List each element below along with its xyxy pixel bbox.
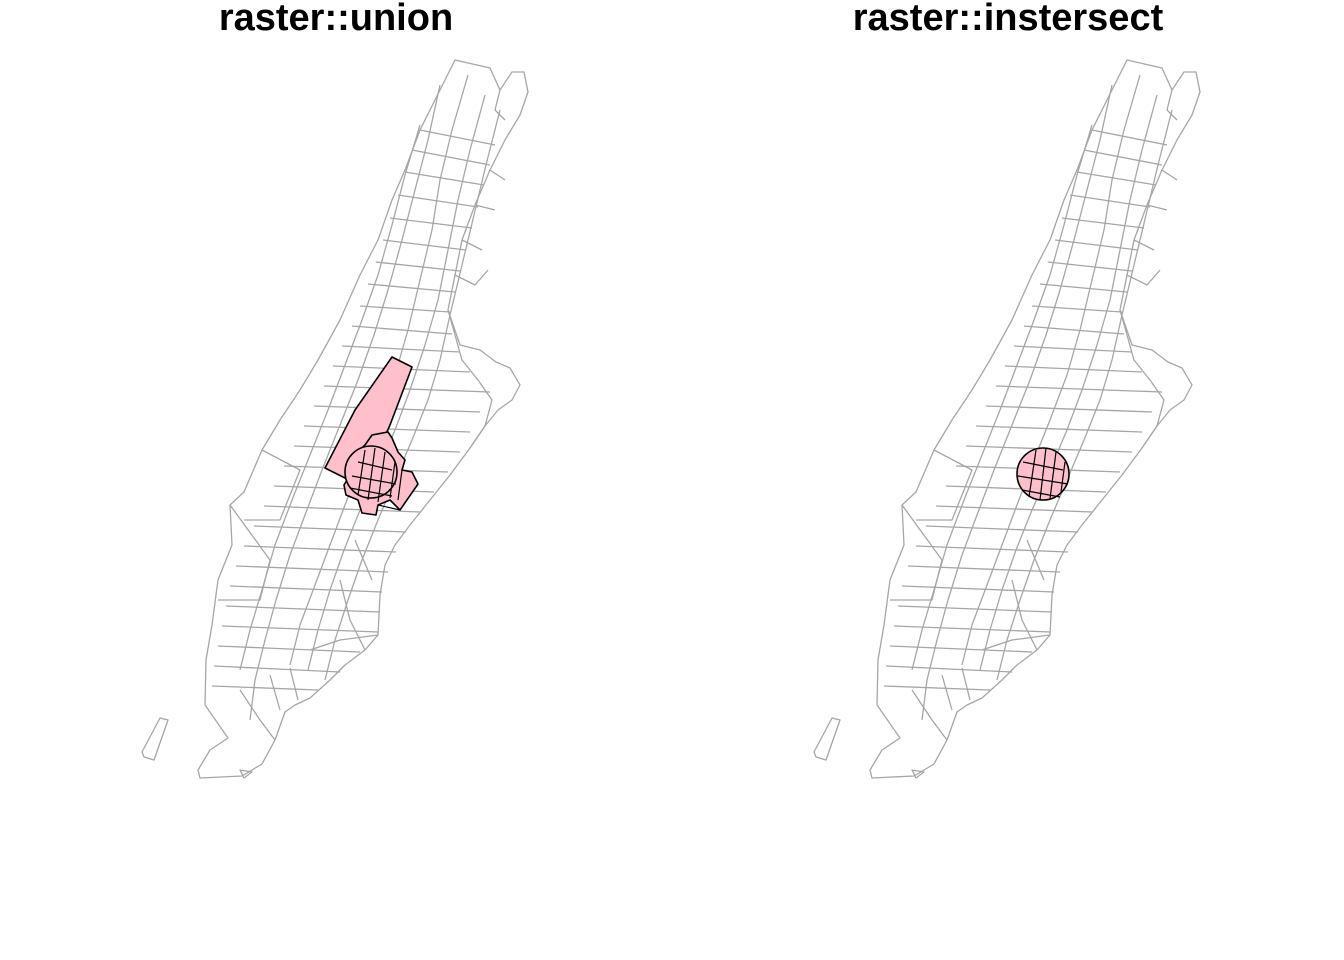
manhattan-outline [869,59,1201,779]
panel-title-union: raster::union [218,0,454,39]
census-tracts [813,59,1201,779]
union-circle [344,445,398,499]
union-inner-tracts [349,447,403,511]
census-tracts [141,59,529,779]
island-west [813,717,841,761]
panel-union: raster::union [141,0,529,779]
island-west [141,717,169,761]
map-intersect [813,59,1201,779]
panel-intersect: raster::instersect [672,0,1344,960]
island-south [911,769,925,779]
map-union [141,59,529,779]
panel-title-intersect: raster::instersect [852,0,1164,39]
intersect-inner-tracts [1017,447,1069,501]
island-south [239,769,253,779]
